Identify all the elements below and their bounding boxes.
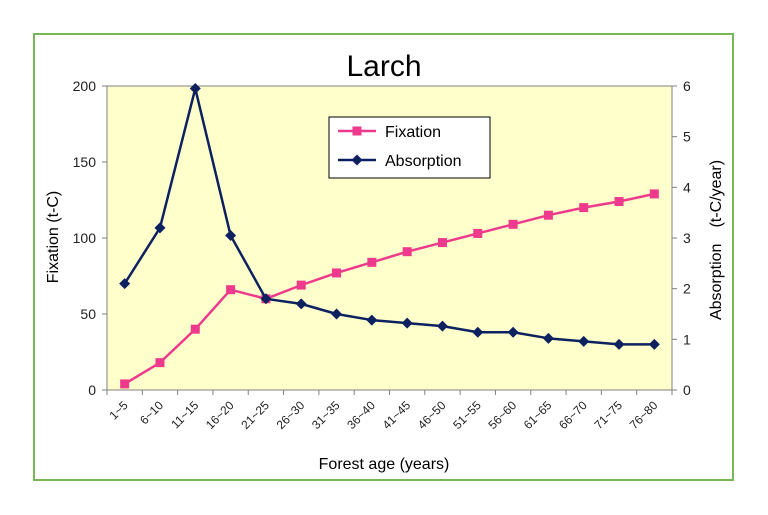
fixation-point xyxy=(508,219,518,229)
fixation-point xyxy=(367,257,377,267)
fixation-point xyxy=(332,268,342,278)
fixation-point xyxy=(437,238,447,248)
legend: Fixation Absorption xyxy=(328,116,491,179)
x-tick-label: 16~20 xyxy=(203,398,237,432)
fixation-point xyxy=(473,228,483,238)
x-tick-label: 66~70 xyxy=(556,398,590,432)
absorption-point xyxy=(507,326,519,338)
x-axis-ticks: 1~5 6~10 11~15 16~20 21~25 26~30 31~35 36~40 41~… xyxy=(106,390,673,432)
x-tick-label: 1~5 xyxy=(106,398,131,423)
fixation-line xyxy=(124,192,655,385)
absorption-point xyxy=(401,317,413,329)
fixation-point xyxy=(155,358,165,368)
left-tick-label: 200 xyxy=(73,78,97,94)
x-tick-label: 46~50 xyxy=(415,398,449,432)
right-tick-label: 4 xyxy=(683,179,691,195)
x-tick-label: 31~35 xyxy=(309,398,343,432)
absorption-point xyxy=(578,335,590,347)
fixation-point xyxy=(579,203,589,213)
x-tick-label: 51~55 xyxy=(450,398,484,432)
fixation-point xyxy=(614,197,624,207)
absorption-point xyxy=(648,338,660,350)
fixation-point xyxy=(296,280,306,290)
legend-fixation-marker xyxy=(352,126,362,136)
x-tick-label: 6~10 xyxy=(137,398,166,427)
series-layer xyxy=(119,83,660,389)
fixation-point xyxy=(120,379,130,389)
x-tick-label: 41~45 xyxy=(380,398,414,432)
right-tick-label: 2 xyxy=(683,281,691,297)
legend-absorption-marker xyxy=(351,154,363,166)
x-tick-label: 71~75 xyxy=(591,398,625,432)
x-tick-label: 21~25 xyxy=(238,398,272,432)
right-tick-label: 1 xyxy=(683,331,691,347)
right-tick-label: 3 xyxy=(683,230,691,246)
fixation-point xyxy=(543,210,553,220)
left-tick-label: 100 xyxy=(73,230,97,246)
legend-absorption-label: Absorption xyxy=(385,153,462,170)
absorption-point xyxy=(472,326,484,338)
absorption-point xyxy=(189,83,201,95)
x-tick-label: 76~80 xyxy=(627,398,661,432)
absorption-point xyxy=(154,222,166,234)
absorption-series xyxy=(119,83,660,350)
absorption-point xyxy=(542,332,554,344)
legend-fixation-label: Fixation xyxy=(385,124,441,141)
absorption-point xyxy=(613,338,625,350)
absorption-point xyxy=(366,314,378,326)
fixation-point xyxy=(226,285,236,295)
x-tick-label: 56~60 xyxy=(485,398,519,432)
right-tick-label: 5 xyxy=(683,129,691,145)
right-tick-label: 0 xyxy=(683,382,691,398)
absorption-point xyxy=(119,278,131,290)
absorption-line xyxy=(123,87,655,346)
x-tick-label: 36~40 xyxy=(344,398,378,432)
right-tick-label: 6 xyxy=(683,78,691,94)
left-axis-title: Fixation (t-C) xyxy=(45,191,62,283)
left-tick-label: 50 xyxy=(80,306,96,322)
x-tick-label: 11~15 xyxy=(168,398,201,431)
left-axis-ticks: 0 50 100 150 200 xyxy=(73,78,107,398)
fixation-point xyxy=(402,247,412,257)
chart-title: Larch xyxy=(346,50,421,83)
absorption-point xyxy=(295,298,307,310)
x-axis-title: Forest age (years) xyxy=(319,456,450,473)
left-tick-label: 0 xyxy=(88,382,96,398)
absorption-point xyxy=(331,308,343,320)
x-tick-label: 61~65 xyxy=(521,398,555,432)
fixation-point xyxy=(649,189,659,199)
absorption-point xyxy=(436,320,448,332)
absorption-point xyxy=(225,229,237,241)
absorption-point xyxy=(260,293,272,305)
right-axis-ticks: 0 1 2 3 4 5 6 xyxy=(672,78,691,398)
x-tick-label: 26~30 xyxy=(274,398,308,432)
fixation-point xyxy=(190,324,200,334)
left-tick-label: 150 xyxy=(73,154,97,170)
right-axis-title: Absorption (t-C/year) xyxy=(708,160,725,320)
